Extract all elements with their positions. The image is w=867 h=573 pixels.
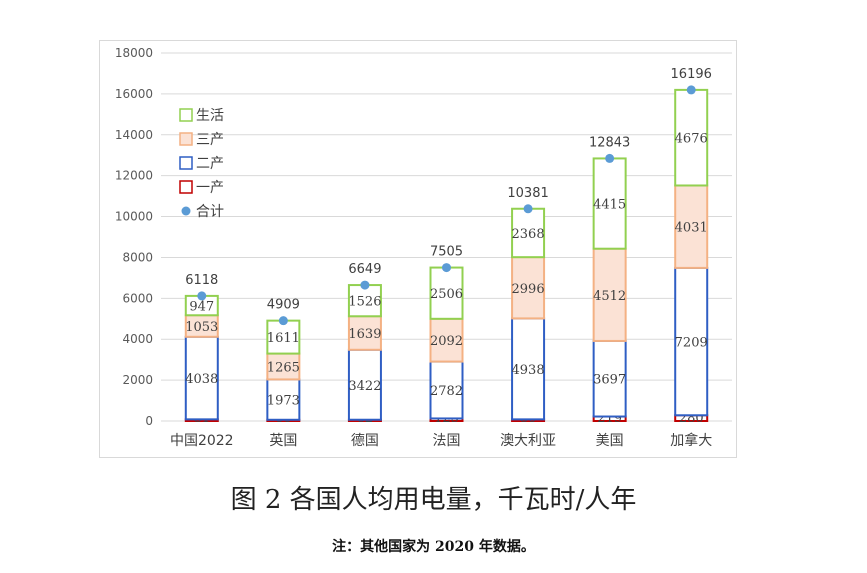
- total-marker: [360, 280, 370, 290]
- data-label: 3422: [348, 379, 381, 394]
- total-marker: [197, 291, 207, 301]
- legend-swatch: [179, 180, 193, 194]
- bar-segment: [592, 157, 627, 250]
- total-label: 12843: [589, 135, 630, 150]
- total-label: 16196: [671, 67, 712, 82]
- data-label: 4415: [593, 198, 626, 213]
- data-label: 1526: [348, 295, 381, 310]
- total-label: 6649: [348, 262, 381, 277]
- data-label: 4038: [185, 372, 218, 387]
- x-category-label: 澳大利亚: [500, 433, 556, 449]
- x-category-label: 英国: [269, 432, 297, 449]
- legend-swatch: [179, 108, 193, 122]
- data-label: 4938: [512, 363, 545, 378]
- y-tick-label: 18000: [115, 46, 153, 60]
- bar-segment: [266, 319, 301, 355]
- data-label: 1265: [267, 361, 300, 376]
- figure-caption: 图 2 各国人均用电量，千瓦时/人年: [230, 485, 637, 515]
- total-marker: [605, 153, 615, 163]
- y-tick-label: 8000: [122, 250, 153, 264]
- legend-swatch: [179, 156, 193, 170]
- data-label: 1973: [267, 394, 300, 409]
- stacked-bar-chart: 0 2000 4000 6000 8000 10000 12000 14000 16000 180…: [115, 46, 732, 449]
- data-label: 1611: [267, 331, 300, 346]
- bar-segment: [674, 184, 709, 269]
- x-category-label: 法国: [433, 433, 461, 449]
- data-label: 2368: [512, 227, 545, 242]
- data-label: 947: [189, 300, 214, 315]
- total-label: 4909: [267, 298, 300, 313]
- legend-label: 一产: [196, 180, 224, 196]
- y-tick-label: 2000: [122, 373, 153, 387]
- x-category-label: 中国2022: [170, 433, 234, 449]
- bar-segment: [511, 207, 546, 259]
- figure-note: 注：其他国家为 2020 年数据。: [332, 539, 535, 555]
- y-tick-label: 14000: [115, 128, 153, 142]
- bar-segment: [347, 284, 382, 318]
- y-tick-label: 4000: [122, 332, 153, 346]
- y-tick-label: 6000: [122, 291, 153, 305]
- legend-label: 合计: [196, 204, 224, 220]
- x-category-label: 加拿大: [670, 432, 712, 449]
- total-label: 7505: [430, 245, 463, 260]
- data-label: 2092: [430, 334, 463, 349]
- bar-segment: [511, 317, 546, 421]
- legend-label: 二产: [196, 156, 224, 172]
- y-tick-label: 0: [145, 414, 153, 428]
- legend-marker: [181, 206, 191, 216]
- data-label: 2506: [430, 287, 463, 302]
- total-marker: [686, 85, 696, 95]
- legend-label: 生活: [196, 108, 224, 124]
- x-category-label: 美国: [596, 433, 624, 449]
- data-label: 4676: [675, 132, 708, 147]
- bar-segment: [429, 360, 464, 420]
- total-marker: [278, 316, 288, 326]
- data-label: 4512: [593, 289, 626, 304]
- legend-label: 三产: [196, 132, 224, 148]
- data-label: 2996: [512, 282, 545, 297]
- data-label: 3697: [593, 373, 626, 388]
- bar-segment: [347, 315, 382, 351]
- y-tick-label: 12000: [115, 169, 153, 183]
- data-label: 4031: [675, 221, 708, 236]
- y-tick-label: 10000: [115, 210, 153, 224]
- bar-segment: [266, 352, 301, 381]
- bar-segment: [429, 317, 464, 363]
- total-marker: [523, 204, 533, 214]
- bar-segment: [347, 348, 382, 421]
- total-marker: [442, 263, 451, 273]
- data-label: 7209: [675, 336, 708, 351]
- bar-segment: [266, 378, 301, 421]
- total-label: 6118: [185, 273, 218, 288]
- total-label: 10381: [507, 186, 548, 201]
- data-label: 2782: [430, 384, 463, 399]
- data-label: 1639: [348, 327, 381, 342]
- x-category-label: 德国: [351, 433, 379, 449]
- y-tick-label: 16000: [115, 87, 153, 101]
- bar-segment: [184, 335, 219, 421]
- chart-frame: 0 2000 4000 6000 8000 10000 12000 14000 16000 180…: [99, 40, 737, 458]
- legend-swatch: [179, 132, 193, 146]
- data-label: 1053: [185, 320, 218, 335]
